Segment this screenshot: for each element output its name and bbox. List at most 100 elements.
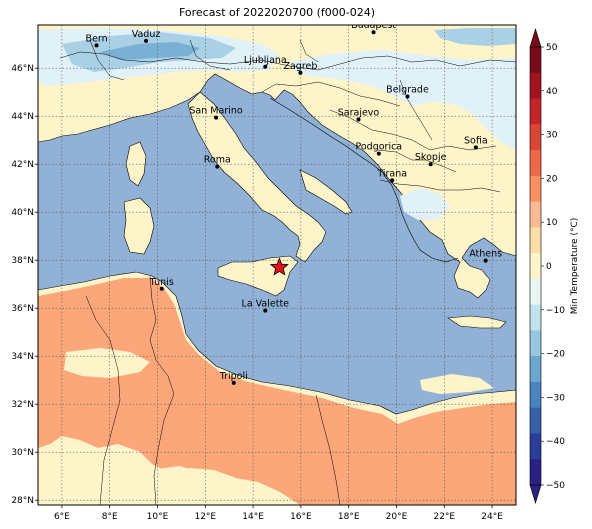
- city-dot: [214, 115, 219, 120]
- city-dot: [298, 70, 303, 75]
- city-dot: [263, 64, 268, 69]
- map-title: Forecast of 2022020700 (f000-024): [178, 6, 376, 19]
- colorbar-segment: [530, 201, 541, 228]
- colorbar-segment: [530, 72, 541, 100]
- colorbar-segment: [530, 98, 541, 125]
- colorbar-segment: [530, 433, 541, 460]
- alps-coldest-band: [100, 42, 200, 60]
- x-tick-label: 6°E: [54, 512, 70, 522]
- colorbar-tick-label: 20: [546, 174, 558, 184]
- city-dot: [376, 151, 381, 156]
- forecast-location-star: [269, 257, 289, 276]
- y-tick-label: 30°N: [11, 448, 34, 458]
- x-tick-label: 22°E: [433, 512, 455, 522]
- colorbar-segment: [530, 459, 541, 486]
- x-tick-label: 18°E: [338, 512, 360, 522]
- colorbar: 50 40 30 20 10 0 −10 −20 −30 −40 −50 Min Temperatur…: [529, 27, 580, 505]
- y-tick-label: 44°N: [11, 112, 34, 122]
- colorbar-segment: [530, 278, 541, 306]
- lat-axis: 28°N 30°N 32°N 34°N 36°N 38°N 40°N 42°N 44°N 46°N: [11, 64, 38, 506]
- africa-mild-patch-1: [64, 348, 150, 378]
- city-label: Athens: [469, 249, 502, 260]
- colorbar-segment: [530, 175, 541, 203]
- africa-warm-zone: [38, 278, 516, 505]
- y-tick-label: 42°N: [11, 160, 34, 170]
- country-borders: [59, 39, 516, 505]
- x-tick-label: 8°E: [102, 512, 118, 522]
- city-label: Belgrade: [386, 85, 429, 96]
- colorbar-tick-label: −10: [546, 306, 565, 316]
- y-tick-label: 28°N: [11, 496, 34, 506]
- colorbar-segment: [530, 381, 541, 409]
- colorbar-tick-label: 40: [546, 87, 558, 97]
- colorbar-segment: [530, 150, 541, 177]
- city-label: Tripoli: [219, 371, 248, 382]
- balkan-cold-band: [290, 50, 516, 150]
- city-dot: [483, 258, 488, 263]
- city-label: Podgorica: [355, 142, 402, 153]
- map-frame: [37, 24, 517, 506]
- y-tick-label: 46°N: [11, 64, 34, 74]
- city-dot: [144, 38, 149, 43]
- city-label: Budapest: [351, 20, 396, 31]
- city-label: Zagreb: [283, 61, 317, 72]
- italy-land: [187, 91, 327, 263]
- colorbar-tick-label: 0: [546, 262, 552, 272]
- colorbar-tick-label: −30: [546, 393, 565, 403]
- x-tick-label: 14°E: [242, 512, 264, 522]
- colorbar-segment: [530, 124, 541, 151]
- y-tick-label: 36°N: [11, 304, 34, 314]
- y-tick-label: 34°N: [11, 352, 34, 362]
- city-dot: [428, 162, 433, 167]
- colorbar-segment: [530, 330, 541, 357]
- graticule: [38, 25, 516, 505]
- city-label: Sofia: [464, 135, 488, 146]
- y-tick-label: 38°N: [11, 256, 34, 266]
- city-dot: [371, 30, 376, 35]
- city-label: Roma: [204, 155, 231, 166]
- city-dot: [215, 164, 220, 169]
- city-dot: [356, 117, 361, 122]
- colorbar-label: Min Temperature (°C): [570, 218, 580, 315]
- crete-land: [447, 315, 507, 329]
- africa-mild-patch-3: [38, 452, 92, 478]
- x-tick-label: 20°E: [386, 512, 408, 522]
- city-dot: [390, 178, 395, 183]
- city-dot: [405, 94, 410, 99]
- city-dot: [231, 380, 236, 385]
- colorbar-tick-label: 30: [546, 131, 558, 141]
- city-label: Skopje: [415, 152, 447, 163]
- city-dot: [473, 145, 478, 150]
- x-tick-label: 10°E: [147, 512, 169, 522]
- africa-mild-patch-4: [150, 466, 214, 498]
- colorbar-segment: [530, 407, 541, 434]
- colorbar-segment: [530, 253, 541, 280]
- city-dot: [263, 308, 268, 313]
- colorbar-tick-label: −20: [546, 350, 565, 360]
- x-tick-label: 12°E: [194, 512, 216, 522]
- city-label: Bern: [85, 33, 107, 44]
- x-tick-label: 24°E: [481, 512, 503, 522]
- colorbar-segment: [530, 356, 541, 383]
- x-tick-label: 16°E: [290, 512, 312, 522]
- city-label: La Valette: [242, 299, 290, 310]
- lon-axis: 6°E 8°E 10°E 12°E 14°E 16°E 18°E 20°E 22°E 24°E: [54, 505, 503, 522]
- east-cold-band: [434, 28, 516, 46]
- colorbar-segment: [530, 47, 541, 74]
- colorbar-segment: [530, 304, 541, 331]
- africa-mild-patch-2: [420, 374, 494, 394]
- city-label: Vaduz: [132, 29, 161, 40]
- colorbar-tick-label: −50: [546, 481, 565, 491]
- colorbar-tick-label: 10: [546, 218, 558, 228]
- city-dot: [94, 43, 99, 48]
- city-label: Sarajevo: [338, 108, 380, 119]
- puglia-land: [299, 169, 353, 215]
- y-tick-label: 40°N: [11, 208, 34, 218]
- city-label: Tunis: [149, 277, 174, 288]
- colorbar-tick-label: −40: [546, 437, 565, 447]
- y-tick-label: 32°N: [11, 400, 34, 410]
- colorbar-min-arrow: [529, 484, 542, 505]
